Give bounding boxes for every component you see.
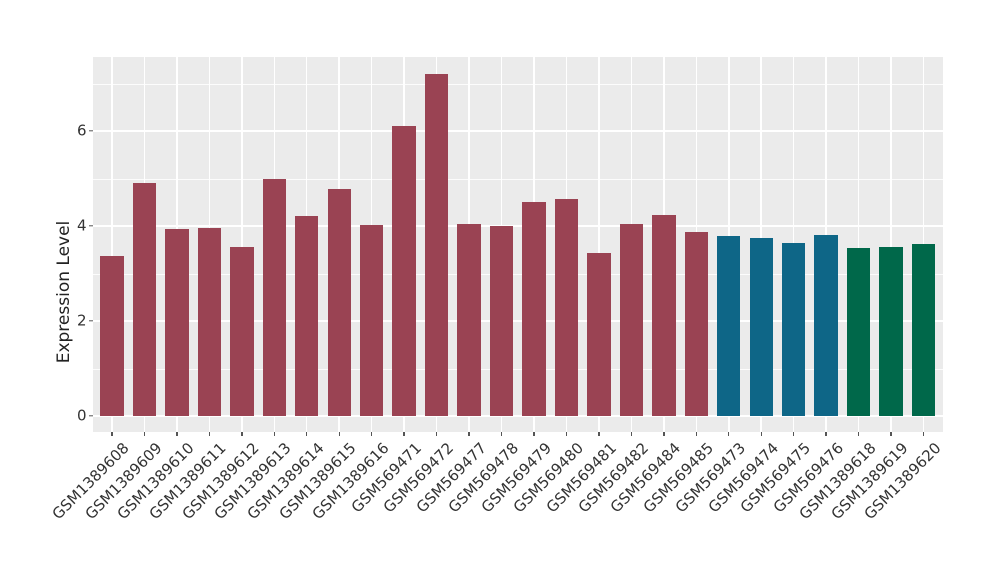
x-tick-mark [468,432,470,436]
plot-panel [92,57,943,432]
bar-GSM569484 [652,214,676,416]
bar-GSM569478 [489,226,514,416]
x-tick-mark [370,432,373,436]
y-tick-mark [88,130,93,132]
gridline-x-major [857,57,860,432]
bar-GSM569477 [457,223,481,416]
x-tick-mark [630,432,633,436]
x-tick-mark [208,432,211,436]
bar-GSM569474 [749,238,773,416]
bar-GSM1389619 [879,246,903,416]
x-tick-mark [111,432,113,436]
gridline-y-minor [92,83,943,85]
x-tick-mark [533,432,535,436]
gridline-y-major [92,130,943,132]
gridline-y-major [92,225,943,227]
bar-GSM1389620 [911,243,936,416]
bar-GSM569482 [619,224,644,416]
y-tick-mark [88,225,93,227]
x-tick-mark [565,432,568,436]
x-tick-mark [338,432,340,436]
gridline-y-major [92,320,943,322]
x-tick-mark [306,432,308,436]
bar-GSM1389614 [295,216,319,416]
x-tick-mark [890,432,892,436]
y-tick-mark [88,320,93,322]
bar-GSM569472 [424,73,449,416]
gridline-y-minor [92,178,943,180]
x-tick-mark [792,432,795,436]
gridline-y-major [92,415,943,417]
gridline-y-minor [92,273,943,275]
x-tick-mark [176,432,178,436]
bar-GSM1389615 [327,188,351,416]
bar-GSM1389609 [132,183,157,416]
bar-GSM1389610 [165,228,189,416]
x-tick-mark [273,432,275,436]
y-tick-label: 6 [76,121,87,140]
bar-GSM569471 [392,126,416,416]
bar-GSM1389612 [230,247,254,416]
bar-GSM1389618 [846,247,871,416]
x-tick-mark [143,432,146,436]
bar-GSM569481 [587,252,611,416]
bar-GSM1389608 [100,255,124,416]
x-tick-mark [728,432,730,436]
x-tick-mark [760,432,762,436]
bar-GSM1389613 [262,179,286,416]
y-tick-mark [88,415,93,417]
gridline-x-major [241,57,243,432]
x-tick-mark [825,432,827,436]
x-tick-mark [922,432,925,436]
x-tick-mark [403,432,405,436]
bar-GSM569480 [554,198,579,416]
x-tick-mark [598,432,600,436]
bar-GSM1389611 [197,227,222,416]
gridline-x-major [111,57,113,432]
x-tick-mark [500,432,503,436]
y-tick-label: 4 [76,216,87,235]
bar-GSM1389616 [359,225,384,416]
gridline-y-minor [92,368,943,370]
x-tick-mark [435,432,438,436]
y-tick-label: 0 [76,406,87,425]
x-tick-mark [857,432,860,436]
bar-GSM569485 [684,232,708,416]
x-tick-mark [695,432,697,436]
bar-GSM569475 [781,243,806,416]
gridline-x-major [890,57,892,432]
y-axis-title: Expression Level [54,220,74,363]
bar-GSM569479 [522,201,546,416]
y-tick-label: 2 [76,311,87,330]
x-tick-mark [241,432,243,436]
bar-GSM569476 [814,235,838,416]
bar-GSM569473 [717,235,741,416]
x-tick-mark [663,432,665,436]
gridline-x-major [598,57,600,432]
